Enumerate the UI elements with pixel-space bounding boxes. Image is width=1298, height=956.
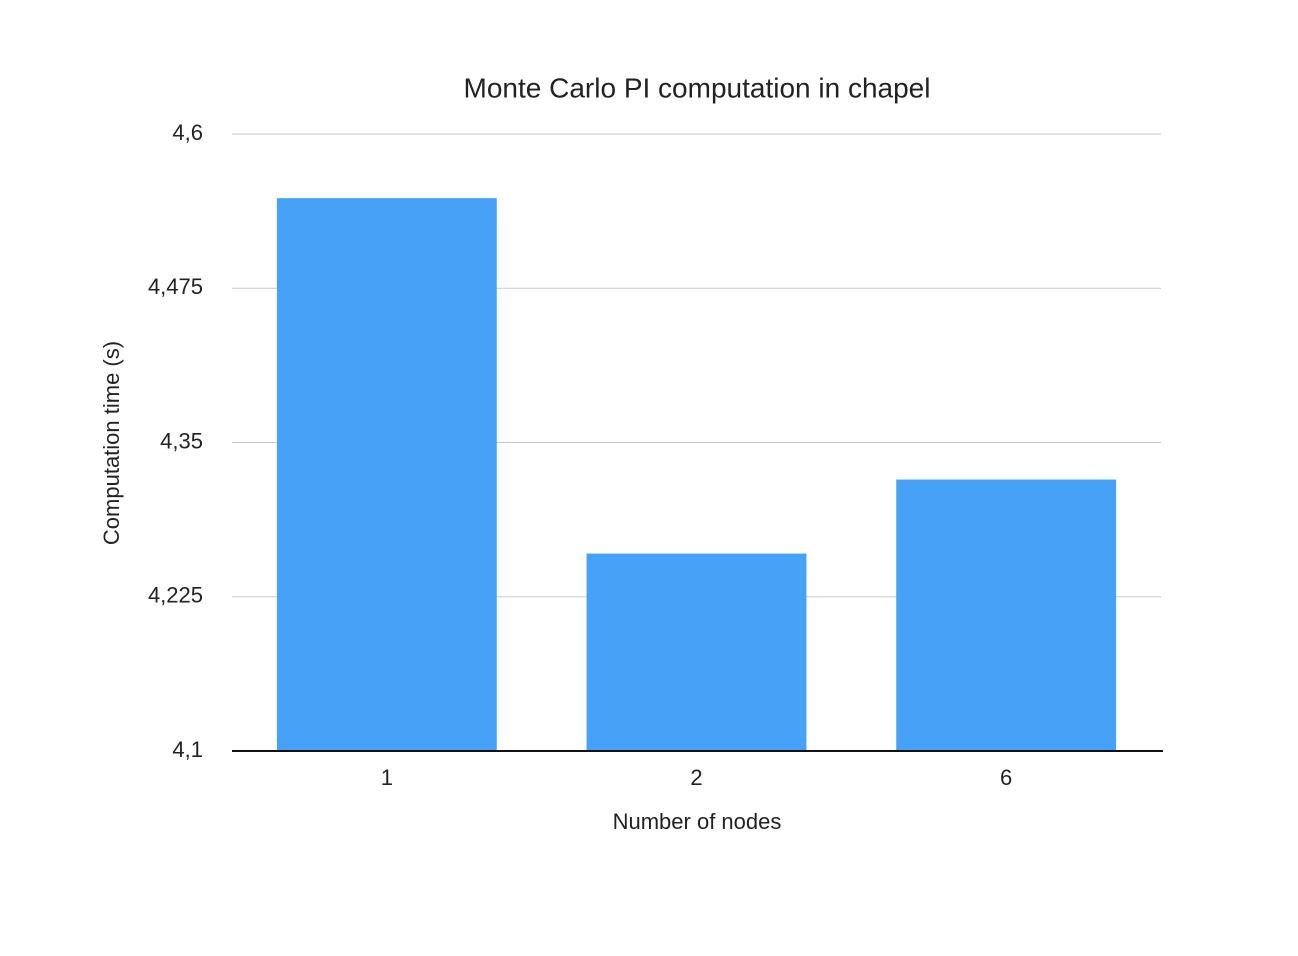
x-tick-label: 6 [1000, 765, 1012, 790]
x-axis-label: Number of nodes [613, 809, 782, 834]
y-tick-label: 4,1 [172, 737, 203, 762]
bar [896, 479, 1117, 751]
y-tick-label: 4,35 [160, 428, 203, 453]
x-tick-label: 1 [381, 765, 393, 790]
y-tick-label: 4,6 [172, 120, 203, 145]
y-tick-label: 4,475 [148, 274, 203, 299]
y-axis-label: Computation time (s) [99, 341, 124, 545]
bar [586, 553, 807, 751]
y-tick-label: 4,225 [148, 583, 203, 608]
chart-title: Monte Carlo PI computation in chapel [464, 72, 931, 103]
x-tick-label: 2 [690, 765, 702, 790]
bar [276, 198, 497, 752]
